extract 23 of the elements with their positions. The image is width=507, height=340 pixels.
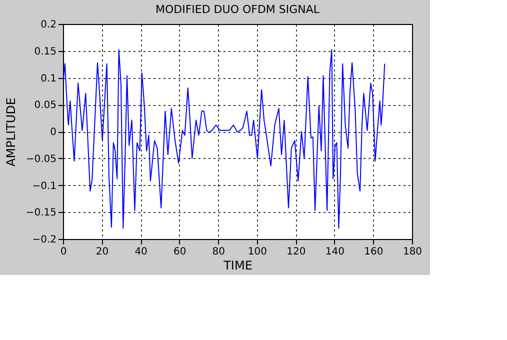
- x-tick-label: 160: [364, 246, 384, 258]
- x-tick-label: 80: [212, 246, 225, 258]
- line-series: [63, 49, 386, 229]
- x-tick-label: 140: [325, 246, 344, 258]
- y-tick-label: 0.05: [34, 100, 56, 112]
- y-tick-label: −0.15: [26, 208, 56, 219]
- x-tick-label: 100: [248, 246, 267, 258]
- x-axis-title: TIME: [222, 258, 252, 272]
- y-tick-label: −0.2: [32, 234, 56, 246]
- x-tick-label: 60: [173, 246, 186, 258]
- x-tick-label: 40: [134, 246, 148, 258]
- y-tick-label: 0.15: [34, 46, 56, 58]
- x-tick-label: 180: [402, 246, 422, 258]
- y-tick-label: −0.1: [32, 180, 56, 192]
- y-axis-title: AMPLITUDE: [4, 98, 18, 166]
- y-tick-label: −0.05: [26, 154, 56, 165]
- x-tick-label: 120: [286, 246, 306, 258]
- chart-title: MODIFIED DUO OFDM SIGNAL: [155, 3, 320, 16]
- x-tick-label: 0: [60, 246, 67, 258]
- y-tick-label: 0: [50, 127, 56, 138]
- x-tick-label: 20: [96, 246, 109, 258]
- y-tick-label: 0.2: [40, 20, 56, 30]
- y-tick-label: 0.1: [40, 73, 56, 84]
